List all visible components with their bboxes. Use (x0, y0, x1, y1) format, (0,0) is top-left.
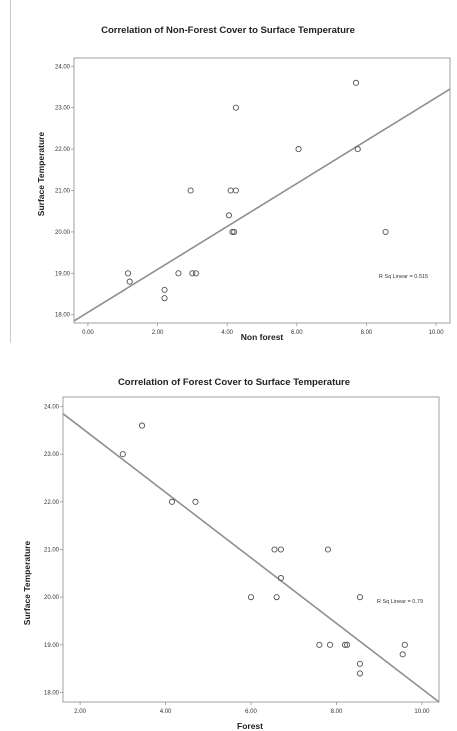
plot-frame (62, 396, 440, 703)
data-point (344, 641, 351, 648)
data-point (356, 670, 364, 677)
plot-frame (73, 57, 451, 324)
y-tick-label: 22.00 (44, 500, 60, 506)
x-tick-label: 6.00 (291, 330, 303, 336)
x-axis-label: Non forest (241, 332, 284, 342)
x-tick-label: 8.00 (331, 709, 343, 715)
y-tick-label: 23.00 (44, 452, 60, 458)
data-point (324, 546, 331, 553)
data-point (119, 451, 126, 458)
chart-title: Correlation of Forest Cover to Surface T… (118, 377, 350, 388)
data-point (168, 498, 176, 505)
data-point (175, 270, 182, 277)
data-point (229, 228, 236, 235)
points-group (119, 422, 408, 677)
data-point (247, 594, 255, 601)
x-axis-label: Forest (237, 721, 263, 731)
data-point (232, 187, 239, 194)
data-point (189, 270, 196, 277)
data-point (352, 79, 360, 86)
data-point (356, 594, 364, 601)
r-squared-annotation: R Sq Linear = 0.79 (377, 599, 423, 605)
data-point (273, 594, 280, 601)
y-tick-label: 19.00 (55, 271, 71, 277)
forest-scatter-chart: Correlation of Forest Cover to Surface T… (22, 377, 440, 731)
data-point (192, 270, 199, 277)
x-tick-label: 10.00 (429, 330, 445, 336)
data-point (399, 651, 406, 658)
data-point (382, 228, 389, 235)
data-point (192, 498, 199, 505)
y-tick-label: 21.00 (55, 189, 71, 195)
data-point (126, 278, 133, 285)
x-tick-label: 8.00 (361, 330, 373, 336)
page-margin-rule (10, 0, 11, 343)
y-tick-label: 19.00 (44, 643, 60, 649)
x-tick-label: 0.00 (82, 330, 94, 336)
regression-line (62, 413, 440, 703)
x-ticks-group: 2.00 4.00 6.00 8.00 10.00 (74, 702, 430, 715)
data-point (227, 187, 234, 194)
data-point (341, 641, 349, 648)
data-point (277, 575, 284, 582)
r-squared-annotation: R Sq Linear = 0.515 (379, 274, 428, 280)
y-tick-label: 22.00 (55, 147, 71, 153)
x-ticks-group: 0.00 2.00 4.00 6.00 8.00 10.00 (82, 323, 444, 336)
data-point (316, 641, 323, 648)
x-tick-label: 4.00 (221, 330, 233, 336)
data-point (161, 286, 168, 293)
y-tick-label: 20.00 (55, 230, 71, 236)
y-tick-label: 24.00 (55, 64, 71, 70)
data-point (401, 641, 408, 648)
data-point (231, 228, 238, 235)
y-ticks-group: 18.00 19.00 20.00 21.00 22.00 23.00 24.00 (44, 405, 63, 696)
x-tick-label: 2.00 (74, 709, 86, 715)
data-point (225, 212, 232, 219)
data-point (326, 641, 334, 648)
chart-title: Correlation of Non-Forest Cover to Surfa… (101, 25, 355, 36)
y-tick-label: 23.00 (55, 106, 71, 112)
y-tick-label: 20.00 (44, 595, 60, 601)
points-group (124, 79, 389, 302)
fit-line-group (62, 413, 440, 703)
fit-line-group (73, 88, 451, 322)
data-point (138, 422, 146, 429)
x-tick-label: 10.00 (414, 709, 430, 715)
y-axis-label: Surface Temperature (22, 541, 32, 626)
y-ticks-group: 18.00 19.00 20.00 21.00 22.00 23.00 24.00 (55, 64, 74, 319)
x-tick-label: 2.00 (152, 330, 164, 336)
y-axis-label: Surface Temperature (36, 132, 46, 217)
data-point (354, 146, 361, 153)
data-point (356, 660, 364, 667)
data-point (295, 146, 302, 153)
y-tick-label: 21.00 (44, 548, 60, 554)
x-tick-label: 6.00 (245, 709, 257, 715)
data-point (232, 104, 239, 111)
x-tick-label: 4.00 (160, 709, 172, 715)
y-tick-label: 18.00 (44, 690, 60, 696)
non-forest-scatter-chart: Correlation of Non-Forest Cover to Surfa… (36, 25, 451, 342)
data-point (161, 295, 168, 302)
y-tick-label: 18.00 (55, 313, 71, 319)
data-point (187, 187, 194, 194)
data-point (124, 270, 132, 277)
y-tick-label: 24.00 (44, 405, 60, 411)
regression-line (73, 88, 451, 322)
data-point (277, 546, 284, 553)
data-point (271, 546, 278, 553)
